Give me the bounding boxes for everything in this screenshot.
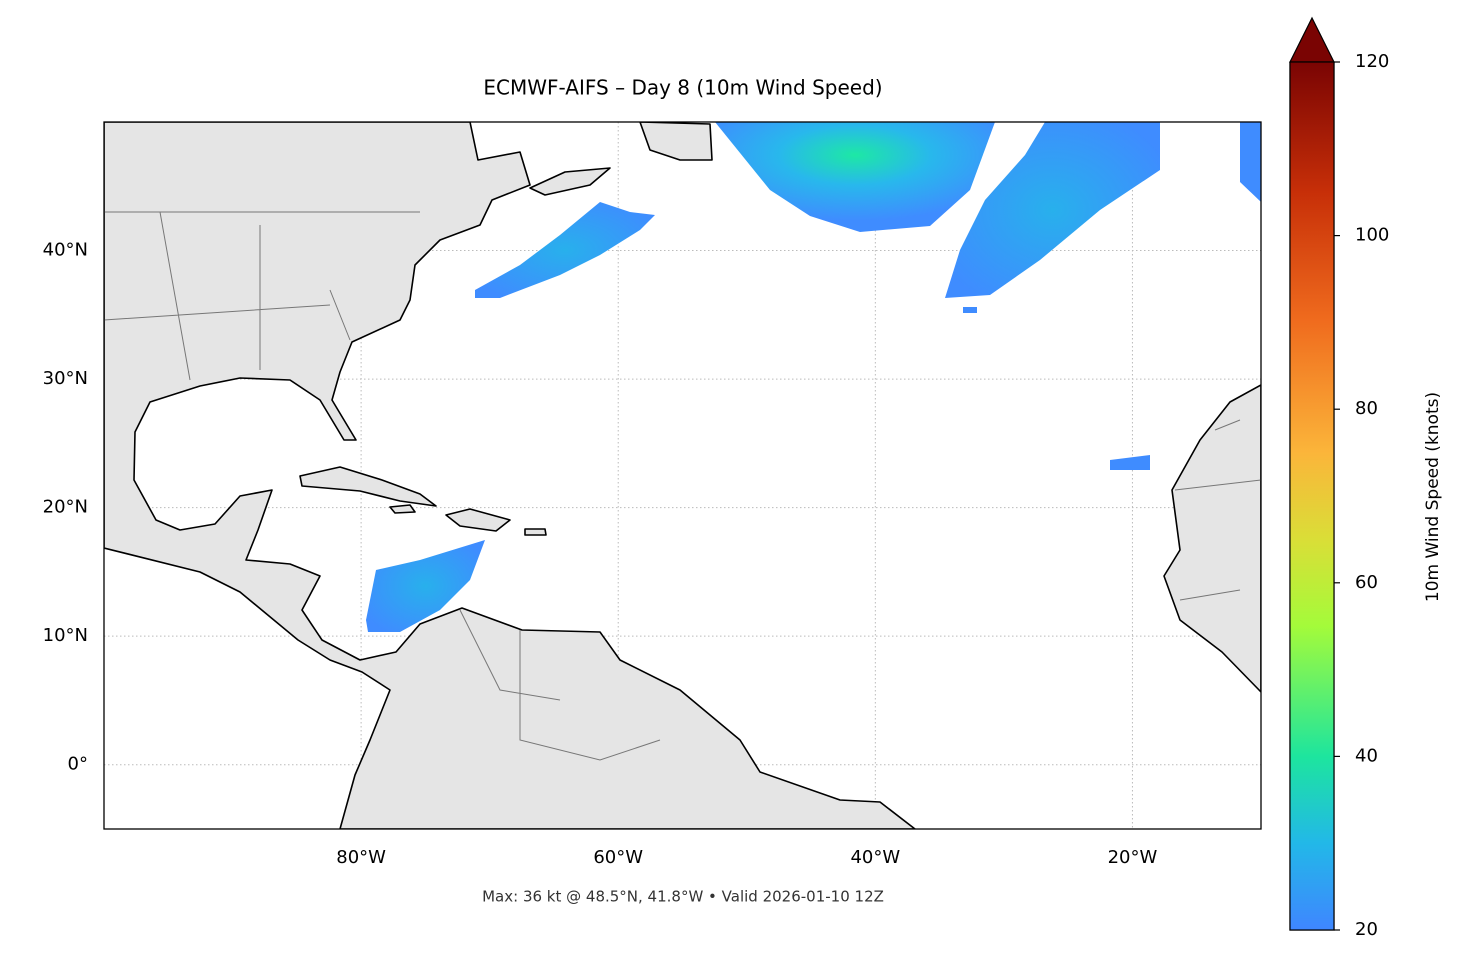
x-tick-label: 40°W [850, 847, 900, 868]
y-tick-label: 40°N [43, 240, 88, 261]
x-tick-label: 60°W [593, 847, 643, 868]
colorbar-label: 10m Wind Speed (knots) [1423, 392, 1443, 602]
x-tick-label: 20°W [1108, 847, 1158, 868]
map-area [104, 122, 1261, 829]
africa [1163, 384, 1261, 693]
country-borders [104, 211, 1261, 761]
wind-swath [366, 540, 485, 632]
axes: 80°W 60°W 40°W 20°W 0° 10°N 20°N 30°N 40°N [43, 240, 1158, 868]
colorbar-tick-label: 20 [1355, 919, 1378, 940]
colorbar-tick-label: 100 [1355, 225, 1389, 246]
puerto-rico [524, 528, 547, 536]
colorbar-tick-label: 80 [1355, 398, 1378, 419]
jamaica [389, 504, 416, 514]
y-tick-label: 10°N [43, 625, 88, 646]
americas [104, 122, 916, 829]
nova-scotia [529, 167, 611, 196]
hispaniola [445, 508, 511, 532]
map-note: Max: 36 kt @ 48.5°N, 41.8°W • Valid 2026… [482, 888, 884, 906]
wind-swath [715, 122, 995, 232]
colorbar-axis: 20 40 60 80 100 120 [1334, 51, 1389, 940]
colorbar-tick-label: 60 [1355, 572, 1378, 593]
colorbar-tick-label: 40 [1355, 745, 1378, 766]
colorbar-fill [1289, 61, 1335, 931]
newfoundland [639, 122, 713, 161]
y-tick-label: 30°N [43, 368, 88, 389]
map-frame [103, 121, 1262, 830]
map-title: ECMWF-AIFS – Day 8 (10m Wind Speed) [483, 76, 882, 100]
wind-swath [945, 122, 1160, 298]
x-tick-label: 80°W [336, 847, 386, 868]
y-tick-label: 20°N [43, 497, 88, 518]
y-tick-label: 0° [68, 754, 88, 775]
wind-swath [475, 202, 655, 298]
cuba [299, 466, 437, 507]
colorbar-tick-label: 120 [1355, 51, 1389, 72]
